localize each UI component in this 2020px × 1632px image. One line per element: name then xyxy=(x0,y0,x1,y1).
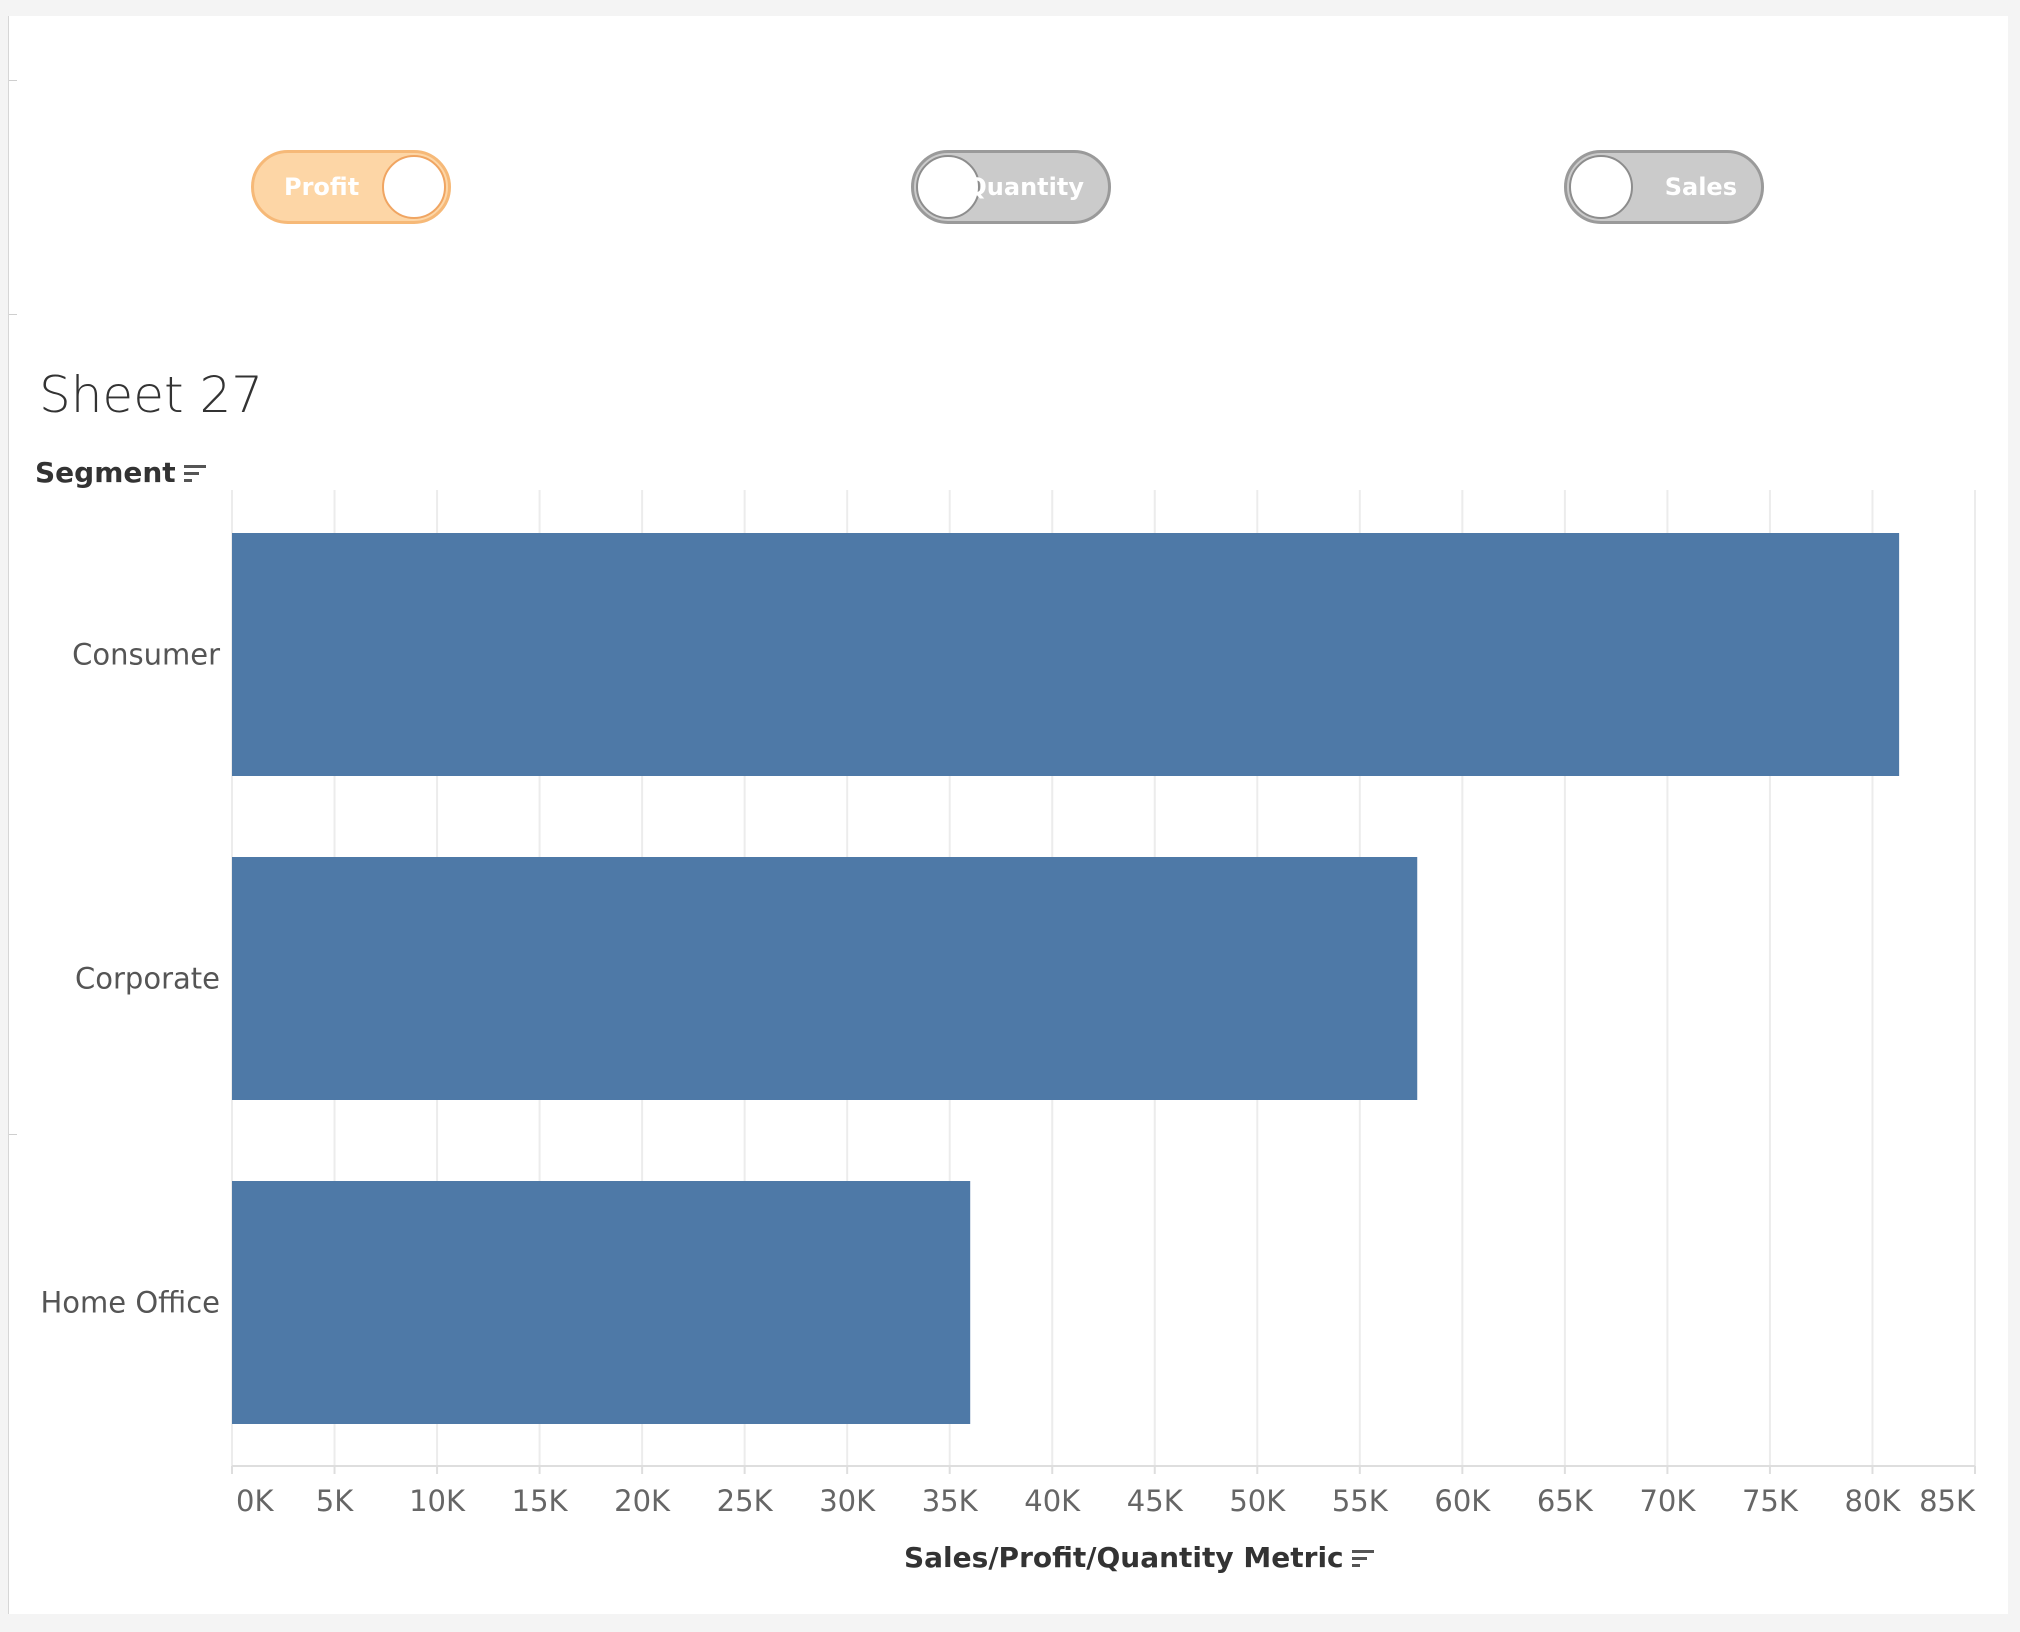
edge-tick xyxy=(9,80,17,81)
bar-home-office[interactable] xyxy=(232,1181,971,1424)
edge-tick xyxy=(9,1134,17,1135)
x-tick-label: 10K xyxy=(409,1484,466,1518)
x-tick-label: 30K xyxy=(819,1484,876,1518)
category-label: Corporate xyxy=(75,962,220,996)
sort-icon[interactable] xyxy=(1351,1549,1374,1569)
sheet-title: Sheet 27 xyxy=(39,366,264,424)
x-tick-label: 35K xyxy=(922,1484,979,1518)
metric-axis-label: Sales/Profit/Quantity Metric xyxy=(904,1541,1344,1574)
x-tick-label: 5K xyxy=(316,1484,354,1518)
x-tick-label: 85K xyxy=(1919,1484,1976,1518)
segment-axis-header[interactable]: Segment xyxy=(35,456,206,489)
x-tick-label: 20K xyxy=(614,1484,671,1518)
x-tick-label: 15K xyxy=(512,1484,569,1518)
edge-tick xyxy=(9,314,17,315)
toggle-knob xyxy=(382,155,446,219)
category-label: Consumer xyxy=(72,638,220,672)
sort-icon[interactable] xyxy=(183,464,206,484)
metric-axis-header[interactable]: Sales/Profit/Quantity Metric xyxy=(904,1541,1374,1574)
sales-toggle-label: Sales xyxy=(1664,173,1737,201)
x-tick-label: 0K xyxy=(236,1484,274,1518)
toggle-knob xyxy=(916,155,980,219)
x-tick-label: 80K xyxy=(1845,1484,1902,1518)
x-tick-label: 45K xyxy=(1127,1484,1184,1518)
x-tick-label: 60K xyxy=(1434,1484,1491,1518)
quantity-toggle-label: Quantity xyxy=(966,173,1084,201)
x-tick-label: 50K xyxy=(1229,1484,1286,1518)
x-tick-label: 40K xyxy=(1024,1484,1081,1518)
category-label: Home Office xyxy=(40,1286,220,1320)
x-tick-label: 75K xyxy=(1742,1484,1799,1518)
x-tick-label: 70K xyxy=(1639,1484,1696,1518)
profit-toggle-label: Profit xyxy=(284,173,360,201)
x-tick-label: 65K xyxy=(1537,1484,1594,1518)
toggle-knob xyxy=(1569,155,1633,219)
x-tick-label: 55K xyxy=(1332,1484,1389,1518)
sales-toggle[interactable]: Sales xyxy=(1564,150,1764,224)
bar-consumer[interactable] xyxy=(232,533,1900,776)
x-tick-label: 25K xyxy=(717,1484,774,1518)
segment-axis-label: Segment xyxy=(35,456,176,489)
profit-toggle[interactable]: Profit xyxy=(251,150,451,224)
quantity-toggle[interactable]: Quantity xyxy=(911,150,1111,224)
bar-corporate[interactable] xyxy=(232,857,1418,1100)
